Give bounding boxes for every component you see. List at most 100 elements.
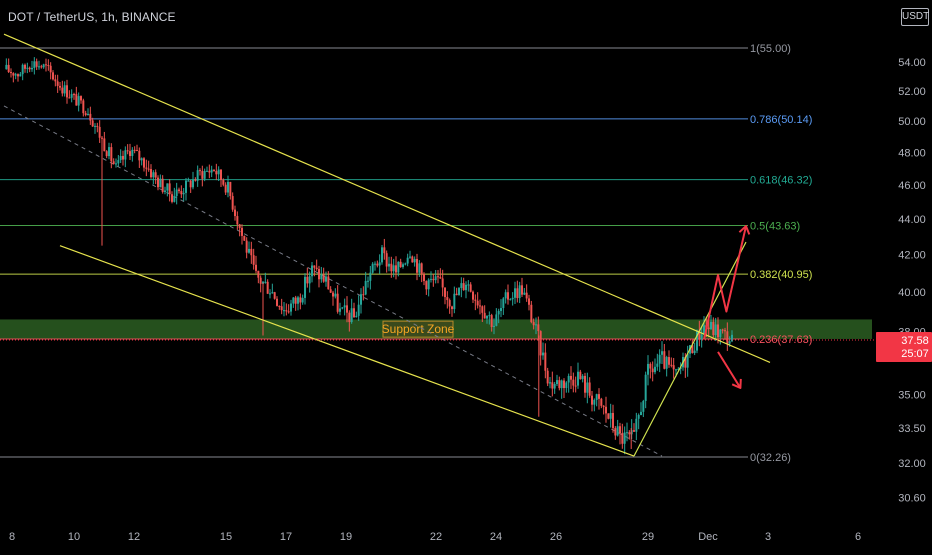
candle bbox=[80, 95, 82, 104]
candle-body bbox=[537, 324, 540, 332]
candle-body bbox=[47, 64, 50, 66]
candle bbox=[411, 255, 414, 263]
candle bbox=[255, 255, 257, 274]
candle-body bbox=[290, 303, 292, 312]
candle bbox=[446, 291, 449, 309]
x-tick-label: 26 bbox=[550, 531, 562, 543]
candle bbox=[553, 381, 556, 394]
candle bbox=[663, 343, 666, 370]
candle-body bbox=[199, 170, 201, 172]
candle-body bbox=[313, 265, 316, 268]
candle-body bbox=[133, 149, 136, 151]
candle-body bbox=[210, 169, 213, 173]
candle-body bbox=[406, 257, 409, 264]
candle bbox=[474, 294, 477, 311]
candle bbox=[70, 89, 73, 103]
candle-body bbox=[355, 315, 358, 318]
candle bbox=[609, 403, 612, 428]
candle bbox=[33, 57, 36, 75]
candle-body bbox=[311, 265, 313, 277]
candle bbox=[192, 171, 194, 190]
candle bbox=[479, 299, 481, 315]
candle bbox=[511, 292, 514, 306]
candle bbox=[259, 275, 262, 293]
candle-body bbox=[665, 357, 668, 369]
candle-body bbox=[136, 150, 138, 152]
candle-body bbox=[481, 306, 484, 313]
y-tick-label: 52.00 bbox=[898, 86, 926, 98]
candle bbox=[413, 256, 416, 267]
candle-body bbox=[486, 315, 488, 319]
candle bbox=[238, 223, 241, 237]
candle bbox=[637, 413, 640, 430]
candle-body bbox=[500, 308, 502, 311]
x-tick-label: 22 bbox=[430, 531, 442, 543]
candle-body bbox=[112, 161, 115, 164]
candle-body bbox=[287, 311, 290, 313]
candle bbox=[318, 265, 320, 288]
candle bbox=[577, 362, 579, 389]
candle-body bbox=[98, 126, 101, 138]
candle bbox=[621, 423, 624, 449]
y-tick-label: 50.00 bbox=[898, 116, 926, 128]
candle-body bbox=[726, 331, 729, 344]
candle bbox=[276, 296, 278, 307]
candle-body bbox=[416, 258, 418, 273]
candle-body bbox=[717, 324, 719, 338]
candle-body bbox=[637, 415, 640, 419]
candle bbox=[287, 304, 290, 314]
fib-label-0.618: 0.618(46.32) bbox=[750, 175, 812, 187]
candle-body bbox=[586, 382, 589, 393]
candle-body bbox=[572, 379, 575, 386]
candle-body bbox=[308, 276, 311, 284]
candle-body bbox=[14, 74, 17, 76]
candle-body bbox=[110, 147, 113, 162]
candle-body bbox=[698, 330, 701, 340]
y-tick-label: 42.00 bbox=[898, 250, 926, 262]
candle bbox=[10, 68, 12, 78]
candle-body bbox=[395, 265, 397, 273]
candle-body bbox=[271, 292, 274, 294]
candle bbox=[315, 259, 318, 271]
candle-body bbox=[215, 170, 218, 175]
candle-body bbox=[409, 256, 411, 258]
candle-body bbox=[77, 96, 80, 106]
candle bbox=[164, 186, 166, 195]
candle bbox=[206, 166, 208, 172]
candle bbox=[210, 165, 213, 178]
candle-body bbox=[371, 263, 374, 273]
candle bbox=[87, 108, 89, 116]
candle-body bbox=[227, 181, 229, 193]
candle-body bbox=[329, 289, 332, 293]
candle-body bbox=[24, 64, 26, 69]
candle-body bbox=[213, 169, 215, 171]
candle-body bbox=[721, 329, 724, 331]
candle-body bbox=[602, 405, 605, 407]
candle bbox=[52, 70, 54, 81]
x-tick-label: Dec bbox=[698, 531, 718, 543]
candle bbox=[182, 188, 185, 202]
candle bbox=[500, 299, 502, 318]
candle-body bbox=[94, 125, 96, 127]
candle bbox=[154, 169, 157, 185]
candle-body bbox=[518, 285, 521, 299]
candle-body bbox=[619, 426, 621, 434]
candle bbox=[509, 298, 512, 301]
candle bbox=[392, 258, 395, 278]
candle-body bbox=[143, 158, 145, 168]
candle-body bbox=[222, 179, 225, 185]
candle-body bbox=[556, 380, 558, 385]
candle-body bbox=[427, 279, 430, 290]
candle bbox=[248, 241, 250, 254]
candle-body bbox=[320, 274, 323, 280]
candle bbox=[488, 311, 491, 325]
candle bbox=[437, 269, 439, 284]
candle-body bbox=[224, 184, 227, 193]
candle bbox=[542, 342, 544, 360]
currency-badge[interactable]: USDT bbox=[901, 8, 929, 26]
candle bbox=[278, 305, 281, 310]
candle-body bbox=[96, 125, 99, 127]
candle-body bbox=[196, 170, 199, 181]
candle bbox=[395, 256, 397, 280]
